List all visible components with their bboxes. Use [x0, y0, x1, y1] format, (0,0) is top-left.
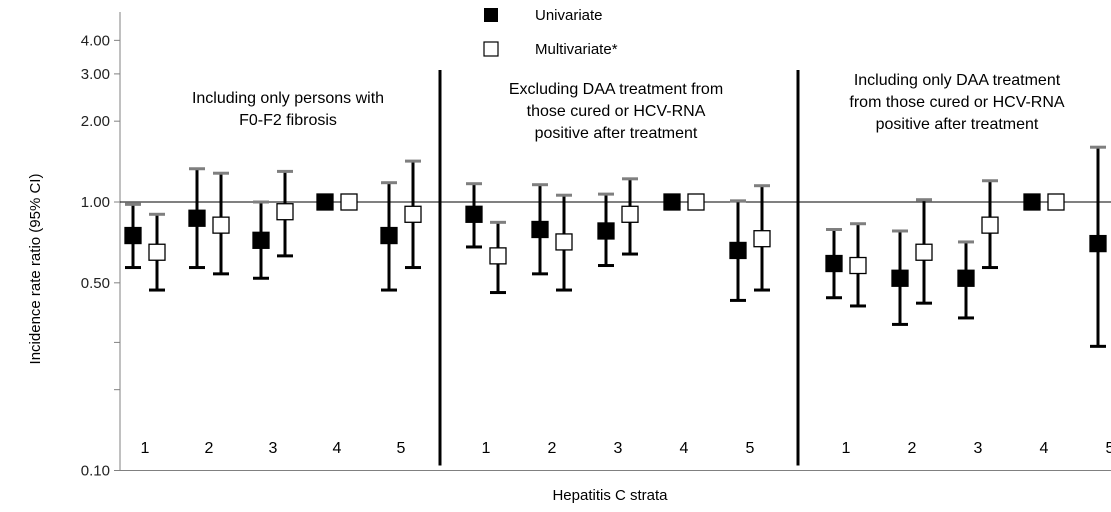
panel-title: Excluding DAA treatment from those cured … [509, 81, 723, 142]
univariate-point [531, 220, 549, 239]
univariate-point [663, 193, 681, 211]
stratum-label: 1 [842, 440, 851, 457]
univariate-point [316, 193, 334, 211]
legend-univariate-label: Univariate [535, 7, 603, 24]
stratum-label: 4 [333, 440, 342, 457]
multivariate-point [555, 233, 573, 251]
univariate-point [891, 269, 909, 287]
y-axis-title: Incidence rate ratio (95% CI) [27, 174, 44, 365]
multivariate-point [849, 256, 867, 275]
y-tick-label: 1.00 [81, 194, 110, 211]
legend: Univariate Multivariate* [483, 7, 618, 58]
multivariate-point [915, 243, 933, 261]
legend-univariate-swatch [484, 8, 498, 22]
multivariate-point [340, 193, 358, 211]
stratum-label: 4 [680, 440, 689, 457]
stratum-label: 1 [482, 440, 491, 457]
y-tick-label: 3.00 [81, 66, 110, 83]
stratum-label: 2 [205, 440, 214, 457]
stratum-label: 2 [548, 440, 557, 457]
panel-title: Including only persons with F0-F2 fibrosi… [192, 90, 384, 129]
univariate-point [1023, 193, 1041, 211]
univariate-point [124, 226, 142, 245]
univariate-point [252, 231, 270, 249]
y-tick-label: 0.50 [81, 275, 110, 292]
multivariate-point [489, 247, 507, 265]
multivariate-point [148, 243, 166, 261]
legend-multivariate-swatch [483, 41, 499, 57]
stratum-label: 5 [746, 440, 755, 457]
stratum-label: 5 [1106, 440, 1111, 457]
univariate-point [188, 209, 206, 227]
univariate-point [597, 222, 615, 240]
multivariate-point [981, 216, 999, 234]
multivariate-point [212, 216, 230, 234]
legend-multivariate-label: Multivariate* [535, 41, 618, 58]
stratum-label: 4 [1040, 440, 1049, 457]
univariate-point [825, 254, 843, 273]
panel-title: Including only DAA treatment from those c… [849, 72, 1065, 133]
multivariate-point [753, 230, 771, 248]
univariate-point [729, 241, 747, 260]
data-marks [124, 145, 1107, 348]
multivariate-point [1047, 193, 1065, 211]
univariate-point [957, 269, 975, 287]
stratum-label: 3 [269, 440, 278, 457]
univariate-point [380, 226, 398, 245]
univariate-point [1089, 234, 1107, 253]
stratum-label: 3 [974, 440, 983, 457]
y-tick-label: 2.00 [81, 113, 110, 130]
univariate-point [465, 205, 483, 223]
x-axis-title: Hepatitis C strata [552, 487, 668, 504]
multivariate-point [404, 205, 422, 223]
y-tick-label: 4.00 [81, 32, 110, 49]
stratum-label: 1 [141, 440, 150, 457]
multivariate-point [276, 203, 294, 221]
y-tick-label: 0.10 [81, 463, 110, 480]
stratum-label: 2 [908, 440, 917, 457]
panels: Including only persons with F0-F2 fibrosi… [141, 70, 1111, 466]
multivariate-point [621, 205, 639, 223]
stratum-label: 5 [397, 440, 406, 457]
multivariate-point [687, 193, 705, 211]
stratum-label: 3 [614, 440, 623, 457]
